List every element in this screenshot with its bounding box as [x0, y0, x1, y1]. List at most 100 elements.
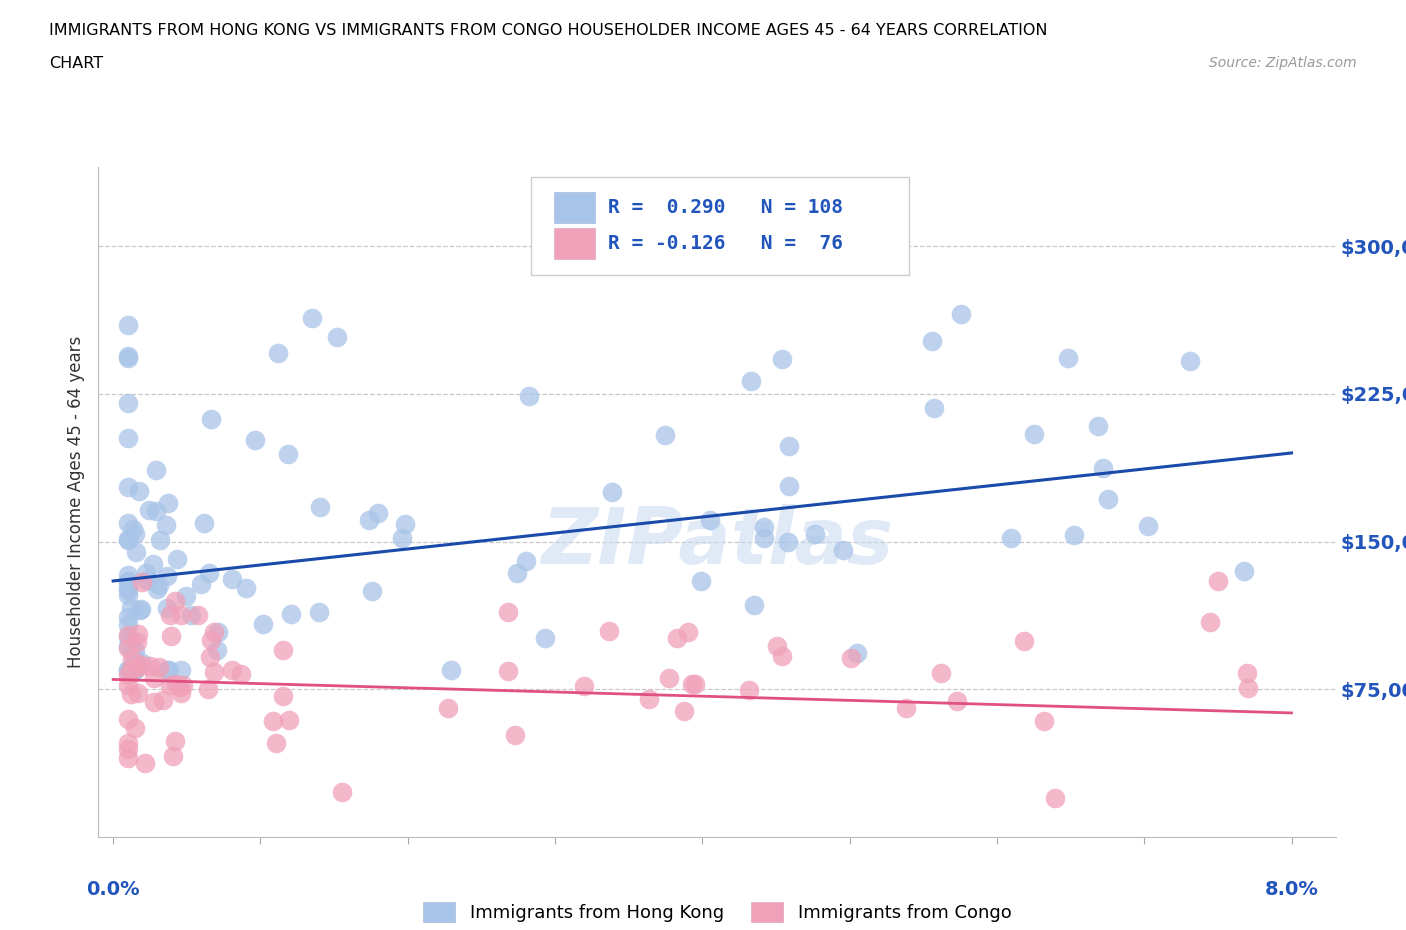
Point [738, 683, 761, 698]
Point [135, 566, 157, 581]
Point [169, 680, 191, 695]
Point [360, 584, 382, 599]
Point [121, 652, 143, 667]
Point [117, 567, 139, 582]
Point [744, 597, 766, 612]
Point [193, 516, 215, 531]
Point [766, 639, 789, 654]
Point [205, 643, 228, 658]
Point [931, 665, 953, 680]
Point [1199, 615, 1222, 630]
Point [117, 609, 139, 624]
Point [600, 485, 623, 499]
Point [117, 711, 139, 726]
Point [1045, 790, 1067, 805]
Text: IMMIGRANTS FROM HONG KONG VS IMMIGRANTS FROM CONGO HOUSEHOLDER INCOME AGES 45 - : IMMIGRANTS FROM HONG KONG VS IMMIGRANTS … [49, 23, 1047, 38]
Point [157, 496, 180, 511]
Point [160, 629, 183, 644]
Point [1206, 574, 1229, 589]
Point [699, 512, 721, 527]
Text: Source: ZipAtlas.com: Source: ZipAtlas.com [1209, 56, 1357, 70]
Point [946, 694, 969, 709]
Point [503, 727, 526, 742]
Point [117, 677, 139, 692]
Point [394, 517, 416, 532]
Point [122, 662, 145, 677]
Point [117, 575, 139, 590]
Point [129, 658, 152, 672]
Point [207, 624, 229, 639]
Point [498, 604, 520, 619]
Point [117, 431, 139, 445]
Point [770, 352, 793, 366]
Point [752, 520, 775, 535]
Point [1092, 460, 1115, 475]
Point [803, 526, 825, 541]
Point [131, 656, 153, 671]
Point [496, 663, 519, 678]
Point [156, 600, 179, 615]
Point [170, 607, 193, 622]
Point [308, 604, 330, 619]
Point [117, 582, 139, 597]
Point [1024, 427, 1046, 442]
Point [673, 703, 696, 718]
Point [142, 671, 165, 685]
Point [1137, 519, 1160, 534]
Point [129, 603, 152, 618]
Point [1063, 527, 1085, 542]
Point [308, 499, 330, 514]
Text: CHART: CHART [49, 56, 103, 71]
Point [190, 577, 212, 591]
Point [778, 535, 800, 550]
Point [129, 602, 152, 617]
Point [142, 557, 165, 572]
Point [271, 689, 294, 704]
Point [262, 713, 284, 728]
Point [127, 634, 149, 649]
Y-axis label: Householder Income Ages 45 - 64 years: Householder Income Ages 45 - 64 years [67, 336, 86, 669]
Point [202, 625, 225, 640]
Point [120, 686, 142, 701]
Point [924, 401, 946, 416]
Text: 0.0%: 0.0% [86, 881, 141, 899]
Point [921, 333, 943, 348]
Point [517, 388, 540, 403]
Point [124, 662, 146, 677]
Point [156, 568, 179, 583]
Point [277, 713, 299, 728]
Point [139, 658, 162, 673]
Point [138, 502, 160, 517]
Point [198, 650, 221, 665]
Point [437, 700, 460, 715]
Point [231, 667, 253, 682]
Point [202, 664, 225, 679]
Point [770, 649, 793, 664]
Point [127, 627, 149, 642]
Point [267, 346, 290, 361]
Point [243, 432, 266, 447]
Point [950, 307, 973, 322]
Point [506, 565, 529, 580]
Point [145, 463, 167, 478]
Point [166, 551, 188, 566]
Point [676, 624, 699, 639]
Point [117, 639, 139, 654]
Point [1237, 681, 1260, 696]
Legend: Immigrants from Hong Kong, Immigrants from Congo: Immigrants from Hong Kong, Immigrants fr… [423, 902, 1011, 922]
Point [117, 480, 139, 495]
Point [145, 503, 167, 518]
Point [128, 484, 150, 498]
Point [1012, 633, 1035, 648]
Point [121, 522, 143, 537]
Point [120, 661, 142, 676]
Point [117, 580, 139, 595]
Point [235, 580, 257, 595]
Point [197, 682, 219, 697]
Point [124, 720, 146, 735]
Point [252, 617, 274, 631]
Point [654, 427, 676, 442]
Point [280, 606, 302, 621]
Point [170, 662, 193, 677]
Point [120, 601, 142, 616]
